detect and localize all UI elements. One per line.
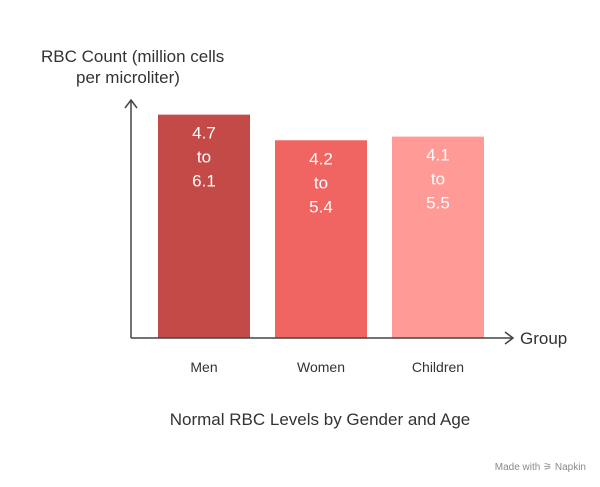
bar-label-children-line-2: to (431, 170, 445, 189)
y-axis-label: RBC Count (million cells per microliter) (41, 47, 224, 87)
category-label-children: Children (412, 359, 464, 375)
bar-label-men-line-1: 4.7 (192, 124, 216, 143)
bar-labels-group: 4.7 to 6.1 4.2 to 5.4 4.1 to 5.5 (192, 124, 450, 217)
category-label-women: Women (297, 359, 345, 375)
y-axis-label-line-2: per microliter) (76, 68, 180, 87)
category-label-men: Men (190, 359, 217, 375)
bar-women (275, 140, 367, 338)
bars-group (158, 114, 484, 339)
bar-label-men-line-2: to (197, 148, 211, 167)
category-labels-group: Men Women Children (190, 359, 464, 375)
x-axis-label: Group (520, 329, 567, 348)
bar-label-children-line-1: 4.1 (426, 146, 450, 165)
bar-men (158, 114, 250, 339)
bar-label-women-line-2: to (314, 173, 328, 192)
bar-label-women-line-3: 5.4 (309, 197, 333, 216)
x-axis-arrow-icon (504, 331, 515, 345)
bar-label-men-line-3: 6.1 (192, 172, 216, 191)
axes (124, 98, 515, 345)
bar-label-children-line-3: 5.5 (426, 194, 450, 213)
bar-label-women-line-1: 4.2 (309, 149, 333, 168)
chart-title: Normal RBC Levels by Gender and Age (170, 410, 471, 429)
y-axis-label-line-1: RBC Count (million cells (41, 47, 224, 66)
footer-credit: Made with ⚞ Napkin (494, 462, 586, 473)
bar-children (392, 136, 484, 338)
y-axis-arrow-icon (124, 98, 138, 109)
